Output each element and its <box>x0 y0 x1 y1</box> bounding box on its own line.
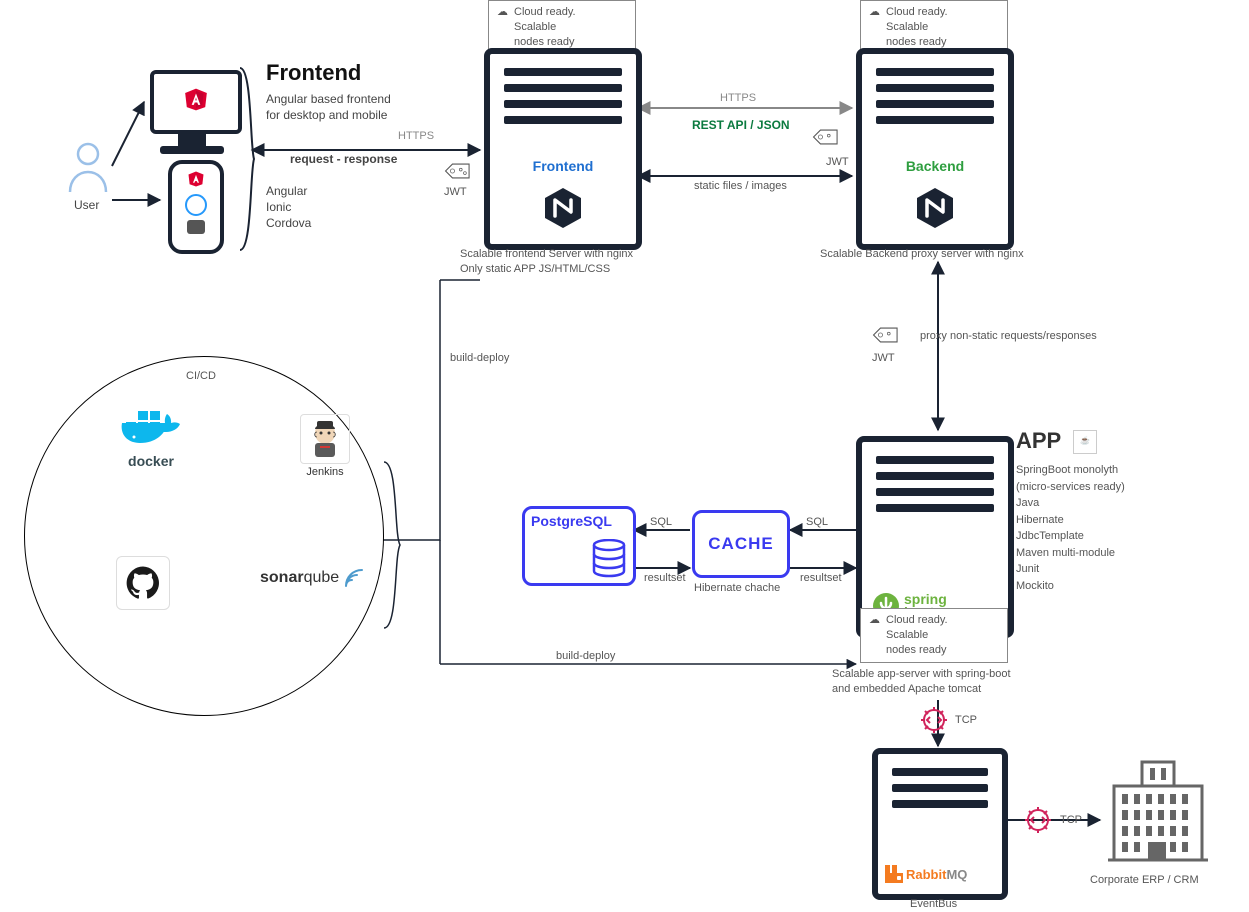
sql-1: SQL <box>806 516 828 528</box>
user-icon <box>64 140 112 201</box>
rs-1: resultset <box>800 572 842 584</box>
database-icon <box>591 539 627 579</box>
nginx-icon <box>913 186 957 235</box>
frontend-tech3: Cordova <box>266 216 311 230</box>
backend-server: Backend <box>856 48 1014 250</box>
nginx-icon <box>541 186 585 235</box>
sql-2: SQL <box>650 516 672 528</box>
cicd-brace <box>382 460 402 630</box>
rs-2: resultset <box>644 572 686 584</box>
sonar-icon <box>344 568 368 588</box>
frontend-server-label: Frontend <box>490 158 636 174</box>
desktop-icon <box>150 70 242 134</box>
docker-icon <box>118 404 184 448</box>
github-icon <box>125 565 161 601</box>
tcp-gear-2 <box>1024 806 1052 839</box>
cache-box: CACHE <box>692 510 790 578</box>
frontend-desc1: Angular based frontend <box>266 92 391 106</box>
cache-caption: Hibernate chache <box>694 582 780 594</box>
jwt-tag-backend <box>812 128 840 151</box>
devices-brace <box>238 66 256 252</box>
gear-icon <box>920 706 948 734</box>
user-label: User <box>74 198 99 212</box>
frontend-https: HTTPS <box>398 130 434 142</box>
github-node <box>116 556 170 610</box>
build-deploy-2: build-deploy <box>556 650 615 662</box>
frontend-server: Frontend <box>484 48 642 250</box>
cicd-label: CI/CD <box>186 370 216 382</box>
phone-icon <box>168 160 224 254</box>
angular-icon <box>183 87 209 113</box>
build-deploy-1: build-deploy <box>450 352 509 364</box>
static-link: static files / images <box>694 180 787 192</box>
frontend-caption2: Only static APP JS/HTML/CSS <box>460 263 610 275</box>
postgres-box: PostgreSQL <box>522 506 636 586</box>
jenkins-icon <box>307 419 343 459</box>
cloud-icon: ☁ <box>497 5 508 20</box>
diagram-canvas: User Frontend Angular based frontend for… <box>0 0 1249 912</box>
frontend-desc2: for desktop and mobile <box>266 108 387 122</box>
tcp-label-1: TCP <box>955 714 977 726</box>
frontend-tech1: Angular <box>266 184 307 198</box>
eventbus-label: EventBus <box>910 898 957 910</box>
docker-node: docker <box>118 404 184 469</box>
https-link: HTTPS <box>720 92 756 104</box>
cloud-box-frontend: ☁ Cloud ready.Scalablenodes ready <box>488 0 636 55</box>
app-caption2: and embedded Apache tomcat <box>832 683 981 695</box>
proxy-link: proxy non-static requests/responses <box>920 330 1097 342</box>
tcp-gear-1 <box>920 706 948 739</box>
frontend-title: Frontend <box>266 60 361 86</box>
cloud-icon: ☁ <box>869 5 880 20</box>
frontend-reqres: request - response <box>290 152 397 166</box>
backend-server-label: Backend <box>862 158 1008 174</box>
jwt-tag-proxy <box>872 326 900 349</box>
sonarqube-node: sonarqube <box>260 568 368 588</box>
desktop-base <box>160 146 224 154</box>
app-title: APP ☕ <box>1016 428 1097 454</box>
jwt-label-1: JWT <box>444 186 467 198</box>
cicd-circle <box>24 356 384 716</box>
erp-label: Corporate ERP / CRM <box>1090 874 1199 886</box>
building-icon <box>1106 758 1210 868</box>
backend-caption: Scalable Backend proxy server with nginx <box>820 248 1024 260</box>
cloud-icon: ☁ <box>869 613 880 628</box>
jwt-tag-frontend <box>444 162 472 185</box>
jwt-label-2: JWT <box>826 156 849 168</box>
rest-link: REST API / JSON <box>692 118 790 132</box>
cloud-box-app: ☁ Cloud ready.Scalablenodes ready <box>860 608 1008 663</box>
erp-building <box>1106 758 1210 873</box>
tcp-label-2: TCP <box>1060 814 1082 826</box>
postgres-label: PostgreSQL <box>531 513 612 529</box>
frontend-tech2: Ionic <box>266 200 291 214</box>
rabbitmq-logo: RabbitMQ <box>884 864 967 884</box>
app-caption1: Scalable app-server with spring-boot <box>832 668 1011 680</box>
gear-icon <box>1024 806 1052 834</box>
jenkins-node: Jenkins <box>300 414 350 478</box>
java-icon: ☕ <box>1073 430 1097 454</box>
eventbus-server: RabbitMQ <box>872 748 1008 900</box>
jwt-label-3: JWT <box>872 352 895 364</box>
cloud-box-backend: ☁ Cloud ready.Scalablenodes ready <box>860 0 1008 55</box>
frontend-caption1: Scalable frontend Server with nginx <box>460 248 633 260</box>
app-tech-list: SpringBoot monolyth(micro-services ready… <box>1016 462 1125 594</box>
